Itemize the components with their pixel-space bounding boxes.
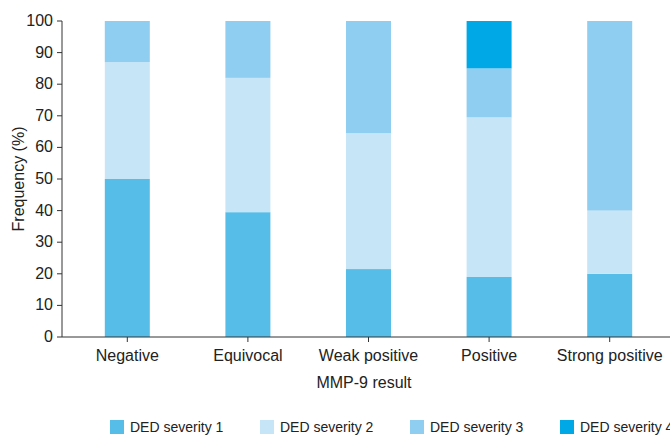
y-tick [57, 337, 62, 338]
bar-segment [587, 211, 632, 274]
bar-segment [225, 21, 270, 78]
bar-segment [225, 78, 270, 212]
bar-segment [105, 179, 150, 337]
y-tick [57, 52, 62, 53]
legend-swatch [260, 420, 274, 434]
y-tick [57, 305, 62, 306]
bar-segment [346, 21, 391, 22]
y-tick-label: 10 [35, 296, 53, 313]
y-tick-label: 0 [44, 328, 53, 345]
x-tick [489, 337, 490, 342]
bar-segment [587, 274, 632, 337]
bar-segment [105, 21, 150, 22]
x-tick-label: Weak positive [319, 347, 418, 364]
bar-segment [346, 269, 391, 337]
bar-segment [587, 21, 632, 211]
bar-segment [467, 117, 512, 277]
y-tick [57, 21, 62, 22]
y-tick-label: 40 [35, 202, 53, 219]
y-tick-label: 90 [35, 44, 53, 61]
y-tick [57, 210, 62, 211]
bar-segment [105, 21, 150, 62]
bar-segment [225, 212, 270, 337]
y-tick-label: 80 [35, 75, 53, 92]
legend-label: DED severity 2 [280, 419, 374, 435]
legend-swatch [560, 420, 574, 434]
y-tick [57, 273, 62, 274]
x-tick [247, 337, 248, 342]
legend-swatch [110, 420, 124, 434]
x-axis-line [62, 337, 670, 338]
bar-segment [225, 21, 270, 22]
x-tick [609, 337, 610, 342]
bar-segment [587, 21, 632, 22]
legend-label: DED severity 1 [130, 419, 224, 435]
bar-segment [346, 133, 391, 269]
bar-segment [105, 62, 150, 179]
y-tick [57, 147, 62, 148]
y-tick-label: 100 [26, 12, 53, 29]
x-tick [368, 337, 369, 342]
y-axis-label: Frequency (%) [10, 127, 27, 232]
x-axis-label: MMP-9 result [316, 374, 412, 391]
bars [105, 21, 632, 337]
bar-segment [467, 21, 512, 68]
legend: DED severity 1 DED severity 2 DED severity… [110, 419, 670, 435]
y-tick-label: 20 [35, 265, 53, 282]
chart: 0 10 20 30 40 50 60 70 80 90 100 Negative Equivocal W… [0, 0, 670, 447]
y-tick-label: 60 [35, 138, 53, 155]
y-tick [57, 242, 62, 243]
x-tick-label: Positive [461, 347, 517, 364]
legend-label: DED severity 4 [580, 419, 670, 435]
y-tick-label: 50 [35, 170, 53, 187]
x-tick-label: Strong positive [557, 347, 663, 364]
x-tick [127, 337, 128, 342]
bar-segment [346, 21, 391, 133]
y-tick [57, 84, 62, 85]
x-tick-label: Negative [96, 347, 159, 364]
bar-segment [467, 68, 512, 117]
bar-segment [467, 277, 512, 337]
legend-swatch [410, 420, 424, 434]
y-tick-label: 70 [35, 107, 53, 124]
y-tick [57, 115, 62, 116]
y-tick [57, 179, 62, 180]
x-tick-label: Equivocal [213, 347, 282, 364]
legend-label: DED severity 3 [430, 419, 524, 435]
y-tick-label: 30 [35, 233, 53, 250]
